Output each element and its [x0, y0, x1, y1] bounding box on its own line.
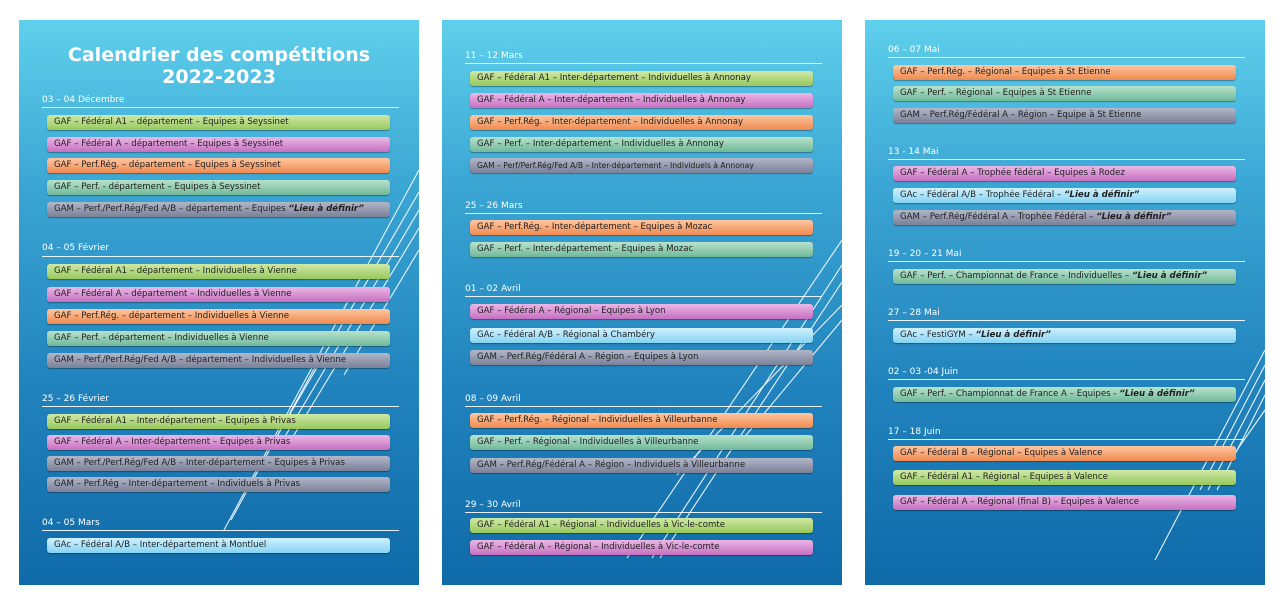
section-date: 13 - 14 Mai [888, 147, 939, 157]
event-bar: GAM – Perf.Rég/Fédéral A – Région – Indi… [470, 458, 813, 473]
event-bar: GAM – Perf./Perf.Rég/Fed A/B – départeme… [47, 353, 390, 368]
event-bar: GAM – Perf.Rég/Fédéral A – Région – Equi… [470, 350, 813, 365]
title-line-1: Calendrier des compétitions [67, 44, 371, 66]
title-line-2: 2022-2023 [162, 66, 276, 88]
event-bar: GAF – Perf. – Inter-département – Indivi… [470, 137, 813, 152]
event-text: GAM – Perf.Rég/Fédéral A – Trophée Fédér… [900, 212, 1097, 222]
section-date: 04 – 05 Mars [42, 518, 100, 528]
section-date: 25 – 26 Février [42, 394, 109, 404]
section-divider [465, 296, 822, 297]
section-divider [888, 261, 1245, 262]
event-bar: GAF – Fédéral A – Inter-département – In… [470, 93, 813, 108]
event-note: “Lieu à définir” [1063, 190, 1140, 200]
event-bar: GAF – Fédéral B – Régional – Equipes à V… [893, 446, 1236, 461]
section-divider [465, 213, 822, 214]
event-bar: GAF – Perf. – Championnat de France – In… [893, 269, 1236, 284]
event-note: “Lieu à définir” [288, 204, 364, 214]
section-divider [465, 406, 822, 407]
event-bar: GAF – Perf.Rég. – Régional – Equipes à S… [893, 65, 1236, 80]
section-date: 08 – 09 Avril [465, 394, 521, 404]
event-bar: GAF – Perf. – Régional – Individuelles à… [470, 435, 813, 450]
event-bar: GAM – Perf.Rég – Inter-département – Ind… [47, 477, 390, 492]
event-bar: GAM – Perf.Rég/Fédéral A – Région – Equi… [893, 108, 1236, 123]
section-date: 19 – 20 – 21 Mai [888, 249, 962, 259]
section-divider [465, 63, 822, 64]
event-bar: GAF – Fédéral A1 – département – Equipes… [47, 115, 390, 130]
section-date: 29 – 30 Avril [465, 500, 521, 510]
event-bar: GAM – Perf/Perf.Rég/Fed A/B – Inter-dépa… [470, 158, 813, 173]
event-text: GAF – Perf. – Championnat de France A – … [900, 389, 1120, 399]
section-divider [42, 256, 399, 257]
section-date: 25 – 26 Mars [465, 201, 523, 211]
event-note: “Lieu à définir” [1096, 212, 1172, 222]
section-divider [888, 159, 1245, 160]
event-bar: GAF – Perf.Rég. – Inter-département – Eq… [470, 220, 813, 235]
event-bar: GAF – Fédéral A – Régional – Individuell… [470, 540, 813, 555]
event-bar: GAF – Fédéral A – Trophée fédéral – Equi… [893, 166, 1236, 181]
event-bar: GAM – Perf./Perf.Rég/Fed A/B – départeme… [47, 202, 390, 217]
section-divider [42, 530, 399, 531]
event-bar: GAF – Fédéral A1 – Inter-département – E… [47, 414, 390, 429]
event-text: GAM – Perf./Perf.Rég/Fed A/B – départeme… [54, 204, 289, 214]
event-bar: GAF – Fédéral A – Régional – Equipes à L… [470, 304, 813, 319]
section-date: 03 – 04 Décembre [42, 95, 125, 105]
section-date: 27 – 28 Mai [888, 308, 940, 318]
section-divider [888, 379, 1245, 380]
section-date: 01 – 02 Avril [465, 284, 521, 294]
event-note: “Lieu à définir” [1131, 271, 1208, 281]
event-bar: GAc – Fédéral A/B – Inter-département à … [47, 538, 390, 553]
event-bar: GAF – Fédéral A – département – Equipes … [47, 137, 390, 152]
section-divider [42, 406, 399, 407]
event-bar: GAF – Fédéral A1 – Inter-département – I… [470, 71, 813, 86]
event-bar: GAF – Perf. – Régional – Equipes à St Et… [893, 86, 1236, 101]
calendar-page-3: 06 – 07 Mai GAF – Perf.Rég. – Régional –… [865, 20, 1265, 585]
event-bar: GAF – Perf.Rég. – Inter-département – In… [470, 115, 813, 130]
event-bar: GAF – Fédéral A1 – Régional – Equipes à … [893, 470, 1236, 485]
calendar-page-2: 11 – 12 Mars GAF – Fédéral A1 – Inter-dé… [442, 20, 842, 585]
event-bar: GAM – Perf./Perf.Rég/Fed A/B – Inter-dép… [47, 456, 390, 471]
event-text: GAc – FestiGYM – [900, 330, 976, 340]
event-bar: GAF – Perf. – Inter-département – Equipe… [470, 242, 813, 257]
event-bar: GAc – Fédéral A/B – Régional à Chambéry [470, 328, 813, 343]
event-text: GAc – Fédéral A/B – Trophée Fédéral – [900, 190, 1064, 200]
event-bar: GAF – Perf.Rég. – Régional – Individuell… [470, 413, 813, 428]
event-bar: GAF – Perf. - département – Individuelle… [47, 331, 390, 346]
section-divider [888, 57, 1245, 58]
event-bar: GAF – Fédéral A – département – Individu… [47, 287, 390, 302]
event-bar: GAF – Fédéral A – Inter-département – Eq… [47, 435, 390, 450]
event-bar: GAF – Fédéral A – Régional (final B) – E… [893, 495, 1236, 510]
section-divider [888, 320, 1245, 321]
event-bar: GAF – Perf.Rég. – département – Individu… [47, 309, 390, 324]
section-date: 02 – 03 -04 Juin [888, 367, 959, 377]
event-bar: GAF – Perf. – Championnat de France A – … [893, 387, 1236, 402]
event-note: “Lieu à définir” [975, 330, 1051, 340]
section-divider [888, 439, 1245, 440]
section-divider [465, 512, 822, 513]
event-bar: GAc – Fédéral A/B – Trophée Fédéral – “L… [893, 188, 1236, 203]
section-divider [42, 107, 399, 108]
section-date: 17 – 18 Juin [888, 427, 941, 437]
event-text: GAF – Perf. – Championnat de France – In… [900, 271, 1132, 281]
section-date: 06 – 07 Mai [888, 45, 940, 55]
event-bar: GAF – Fédéral A1 – Régional – Individuel… [470, 518, 813, 533]
calendar-page-1: Calendrier des compétitions 2022-2023 03… [19, 20, 419, 585]
event-bar: GAF – Perf. - département – Equipes à Se… [47, 180, 390, 195]
event-bar: GAF – Fédéral A1 – département – Individ… [47, 264, 390, 279]
event-bar: GAc – FestiGYM – “Lieu à définir” [893, 328, 1236, 343]
event-bar: GAF – Perf.Rég. – département – Equipes … [47, 158, 390, 173]
page-title: Calendrier des compétitions 2022-2023 [19, 44, 419, 88]
event-bar: GAM – Perf.Rég/Fédéral A – Trophée Fédér… [893, 210, 1236, 225]
section-date: 04 – 05 Février [42, 243, 109, 253]
section-date: 11 – 12 Mars [465, 51, 523, 61]
event-note: “Lieu à définir” [1119, 389, 1195, 399]
